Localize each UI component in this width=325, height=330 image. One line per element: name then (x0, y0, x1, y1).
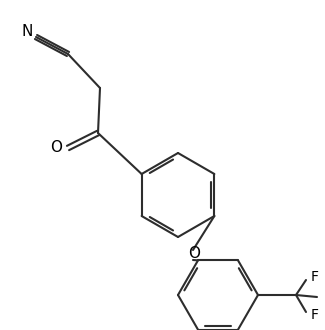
Text: O: O (50, 141, 62, 155)
Text: F: F (311, 308, 319, 322)
Text: F: F (311, 270, 319, 284)
Text: N: N (21, 23, 33, 39)
Text: O: O (188, 247, 200, 261)
